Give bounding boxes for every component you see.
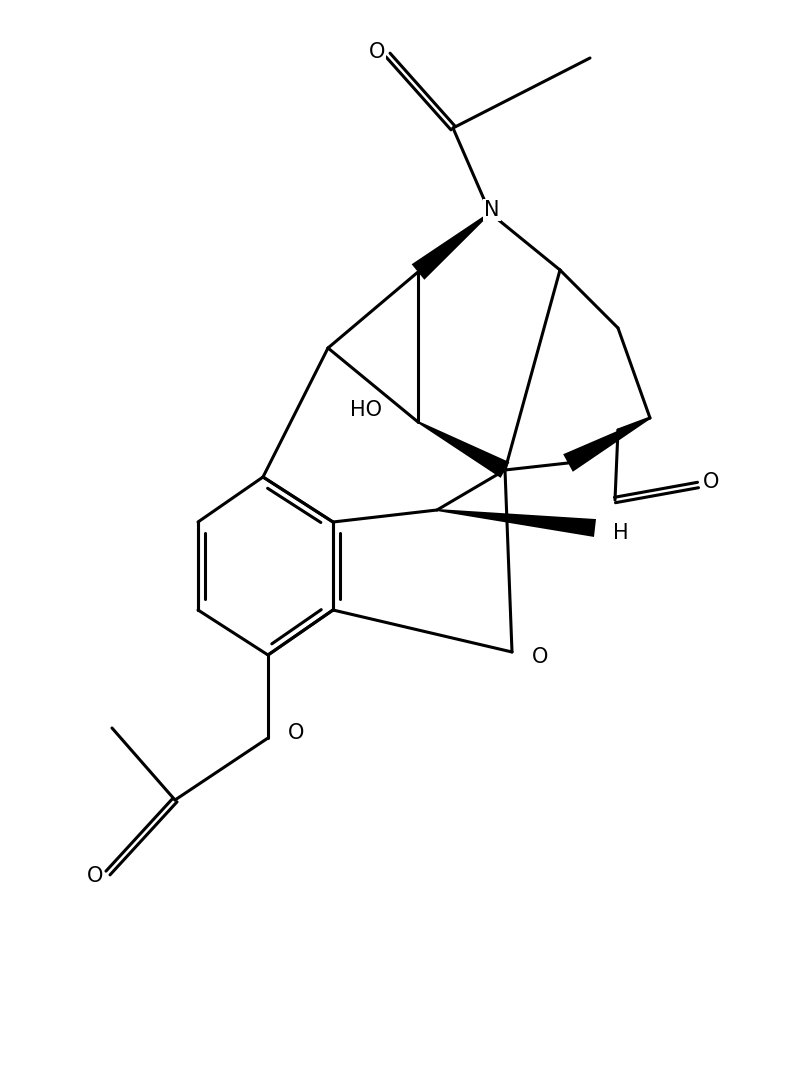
Polygon shape	[437, 509, 596, 537]
Text: O: O	[368, 42, 385, 62]
Text: N: N	[484, 200, 500, 220]
Text: O: O	[288, 723, 304, 743]
Text: O: O	[532, 647, 548, 667]
Text: H: H	[613, 523, 629, 542]
Polygon shape	[417, 422, 509, 478]
Text: HO: HO	[350, 400, 382, 421]
Polygon shape	[412, 212, 490, 279]
Text: O: O	[703, 472, 719, 492]
Text: O: O	[86, 866, 103, 886]
Polygon shape	[563, 417, 650, 472]
